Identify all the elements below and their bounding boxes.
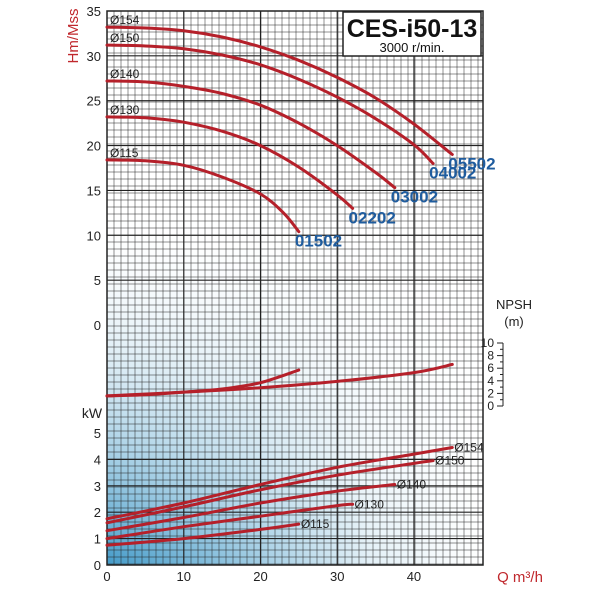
x-tick-label: 40 xyxy=(407,569,421,584)
head-curve-04002 xyxy=(105,43,435,165)
power-diameter-label: Ø140 xyxy=(397,477,427,491)
head-curve-03002 xyxy=(105,79,397,190)
head-y-tick-label: 5 xyxy=(94,273,101,288)
npsh-axis-title: NPSH xyxy=(496,297,532,312)
head-y-tick-label: 10 xyxy=(87,228,101,243)
chart-title: CES-i50-13 xyxy=(347,15,478,43)
head-curve-01502 xyxy=(105,158,301,234)
head-y-tick-label: 15 xyxy=(87,183,101,198)
plot-grid xyxy=(107,11,483,565)
npsh-axis-unit: (m) xyxy=(504,314,524,329)
curves xyxy=(105,25,454,547)
npsh-y-tick-label: 0 xyxy=(487,399,494,413)
power-axis-title: kW xyxy=(82,405,103,421)
model-label-01502: 01502 xyxy=(295,232,342,251)
x-axis-title: Q m³/h xyxy=(497,569,543,586)
power-diameter-label: Ø154 xyxy=(454,441,484,455)
power-curve xyxy=(105,522,301,547)
head-y-tick-label: 30 xyxy=(87,49,101,64)
model-label-03002: 03002 xyxy=(391,188,438,207)
power-y-tick-label: 2 xyxy=(94,505,101,520)
plot-frame xyxy=(106,10,484,566)
head-diameter-label: Ø150 xyxy=(110,31,140,45)
x-tick-label: 0 xyxy=(103,569,110,584)
model-label-04002: 04002 xyxy=(429,164,476,183)
x-tick-label: 20 xyxy=(253,569,267,584)
head-diameter-label: Ø140 xyxy=(110,67,140,81)
labels: Ø154 05502 Ø150 04002 Ø140 03002 Ø130 02202 Ø115… xyxy=(110,13,496,531)
chart-subtitle: 3000 r/min. xyxy=(379,40,444,55)
npsh-y-tick-label: 8 xyxy=(487,349,494,363)
head-y-tick-label: 0 xyxy=(94,318,101,333)
head-diameter-label: Ø115 xyxy=(110,146,139,160)
npsh-y-tick-label: 6 xyxy=(487,361,494,375)
power-diameter-label: Ø130 xyxy=(355,497,385,511)
power-y-tick-label: 3 xyxy=(94,479,101,494)
power-y-tick-label: 4 xyxy=(94,452,101,467)
head-y-tick-label: 35 xyxy=(87,4,101,19)
head-y-tick-label: 25 xyxy=(87,94,101,109)
power-diameter-label: Ø150 xyxy=(435,454,465,468)
power-curve xyxy=(105,446,454,521)
head-axis-title: Hm/Mss xyxy=(65,9,82,64)
head-curve-02202 xyxy=(105,115,355,210)
power-curve xyxy=(105,459,435,525)
npsh-curve-2 xyxy=(105,362,454,398)
npsh-y-tick-label: 4 xyxy=(487,374,494,388)
power-y-tick-label: 1 xyxy=(94,532,101,547)
x-tick-label: 10 xyxy=(177,569,191,584)
power-curve xyxy=(105,502,355,541)
head-y-tick-label: 20 xyxy=(87,139,101,154)
npsh-y-tick-label: 2 xyxy=(487,386,494,400)
head-diameter-label: Ø154 xyxy=(110,13,140,27)
head-diameter-label: Ø130 xyxy=(110,103,140,117)
head-curve-05502 xyxy=(105,25,454,156)
power-curve xyxy=(105,483,397,533)
title-box: CES-i50-13 3000 r/min. xyxy=(342,11,482,57)
power-y-tick-label: 5 xyxy=(94,426,101,441)
power-y-tick-label: 0 xyxy=(94,558,101,573)
power-diameter-label: Ø115 xyxy=(301,517,330,531)
x-tick-label: 30 xyxy=(330,569,344,584)
npsh-y-tick-label: 10 xyxy=(481,336,495,350)
model-label-05502: 05502 xyxy=(448,155,495,174)
plot-background xyxy=(107,11,483,565)
model-label-02202: 02202 xyxy=(349,208,396,227)
